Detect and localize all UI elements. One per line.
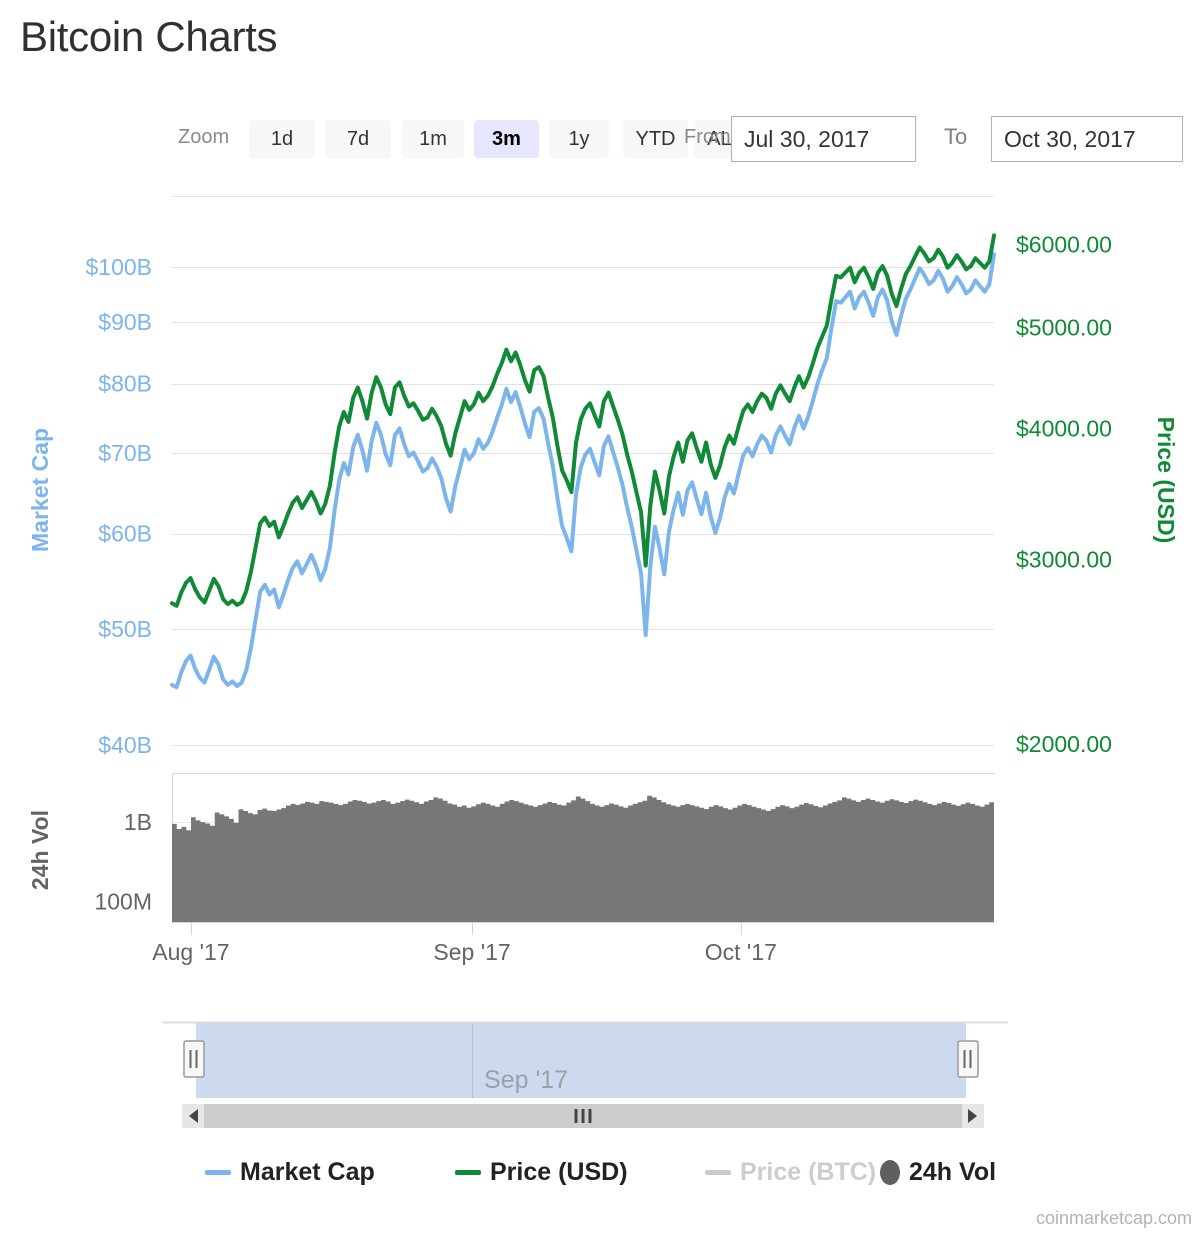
legend-item-price-usd[interactable]: Price (USD)	[455, 1158, 628, 1192]
svg-text:100M: 100M	[94, 888, 152, 914]
navigator[interactable]: Sep '17	[162, 1021, 1008, 1129]
svg-text:$70B: $70B	[98, 440, 152, 466]
svg-text:$5000.00: $5000.00	[1016, 314, 1112, 340]
legend-label: Price (BTC)	[740, 1158, 877, 1186]
range-button-ytd[interactable]: YTD	[623, 120, 688, 158]
navigator-handle-right	[957, 1040, 979, 1078]
page-title: Bitcoin Charts	[20, 13, 278, 60]
chart-legend: Market Cap Price (USD) Price (BTC) 24h Vol	[0, 1158, 1200, 1200]
range-button-1d[interactable]: 1d	[249, 120, 315, 158]
svg-text:$100B: $100B	[85, 254, 152, 280]
svg-text:$60B: $60B	[98, 521, 152, 547]
svg-text:24h Vol: 24h Vol	[27, 810, 53, 890]
zoom-label: Zoom	[178, 126, 230, 148]
price-series	[170, 233, 996, 690]
to-date-input[interactable]: Oct 30, 2017	[991, 116, 1183, 162]
legend-marker-line	[205, 1170, 231, 1175]
svg-text:$80B: $80B	[98, 371, 152, 397]
svg-text:$90B: $90B	[98, 309, 152, 335]
svg-text:1B: 1B	[124, 809, 152, 835]
svg-text:Sep '17: Sep '17	[484, 1066, 568, 1094]
legend-item-24h-vol[interactable]: 24h Vol	[880, 1158, 996, 1192]
legend-label: Market Cap	[240, 1158, 375, 1186]
svg-text:Market Cap: Market Cap	[27, 428, 53, 552]
navigator-scroll-right-arrow-icon	[968, 1109, 977, 1123]
legend-label: Price (USD)	[490, 1158, 628, 1186]
range-selector-toolbar: Zoom 1d 7d 1m 3m 1y YTD ALL From Jul 30, 2017 …	[0, 116, 1200, 176]
svg-text:Oct '17: Oct '17	[705, 939, 777, 965]
legend-marker-dot	[880, 1160, 900, 1185]
svg-text:$40B: $40B	[98, 732, 152, 758]
svg-text:$3000.00: $3000.00	[1016, 547, 1112, 573]
from-date-input[interactable]: Jul 30, 2017	[731, 116, 916, 162]
to-label: To	[944, 124, 968, 149]
toolbar-divider	[172, 196, 994, 197]
legend-item-market-cap[interactable]: Market Cap	[205, 1158, 375, 1192]
legend-item-price-btc[interactable]: Price (BTC)	[705, 1158, 876, 1192]
range-button-3m[interactable]: 3m	[474, 120, 539, 158]
svg-text:Sep '17: Sep '17	[433, 939, 510, 965]
svg-text:$6000.00: $6000.00	[1016, 231, 1112, 257]
volume-series	[172, 795, 994, 922]
legend-marker-line	[705, 1170, 731, 1175]
svg-text:Price (USD): Price (USD)	[1153, 417, 1179, 544]
range-button-7d[interactable]: 7d	[325, 120, 391, 158]
svg-text:Aug '17: Aug '17	[152, 939, 229, 965]
svg-text:$50B: $50B	[98, 616, 152, 642]
legend-label: 24h Vol	[909, 1158, 997, 1186]
axis-labels: $100B $90B $80B $70B $60B $50B $40B $6000.00 $50…	[27, 231, 1179, 965]
navigator-selection	[196, 1023, 966, 1098]
legend-marker-line	[455, 1170, 481, 1175]
navigator-handle-left	[183, 1040, 205, 1078]
range-button-1y[interactable]: 1y	[549, 120, 609, 158]
navigator-scroll-left-arrow-icon	[189, 1109, 198, 1123]
svg-text:$4000.00: $4000.00	[1016, 416, 1112, 442]
from-label: From	[684, 126, 731, 148]
watermark: coinmarketcap.com	[1035, 1208, 1192, 1228]
range-button-1m[interactable]: 1m	[402, 120, 464, 158]
svg-text:$2000.00: $2000.00	[1016, 731, 1112, 757]
